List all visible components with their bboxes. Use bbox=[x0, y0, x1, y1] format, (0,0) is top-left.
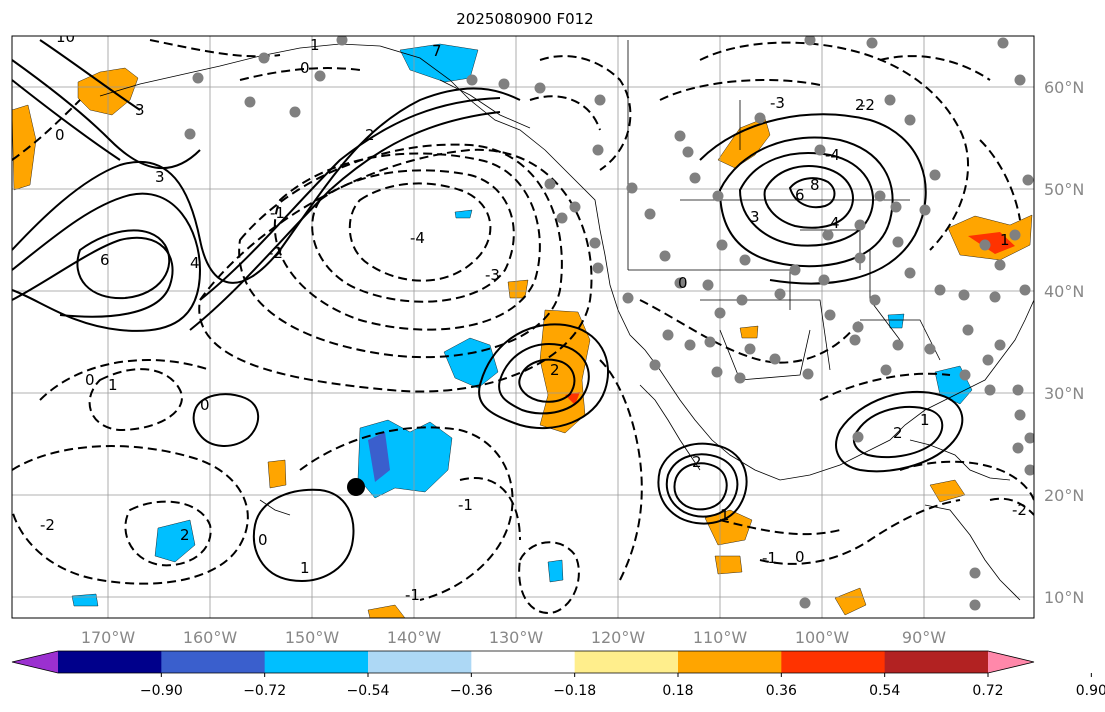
contour-label: -2 bbox=[40, 516, 55, 534]
solid-contours bbox=[12, 39, 964, 582]
contour-label: -3 bbox=[485, 266, 500, 284]
station-markers bbox=[184, 36, 1034, 611]
contour-label: -4 bbox=[410, 229, 425, 247]
colorbar-segment bbox=[884, 651, 989, 673]
lat-label: 50°N bbox=[1044, 180, 1084, 199]
contour-label: 6 bbox=[100, 251, 110, 269]
lon-label: 170°W bbox=[81, 628, 136, 647]
contour-label: -2 bbox=[1012, 501, 1027, 519]
contour-label: -1 bbox=[458, 496, 473, 514]
lon-label: 160°W bbox=[183, 628, 238, 647]
contour-label: 3 bbox=[135, 101, 145, 119]
contour-label: 0 bbox=[200, 396, 210, 414]
colorbar-extend-low bbox=[12, 651, 58, 673]
contour-label: 1 bbox=[108, 376, 118, 394]
colorbar-extend-high bbox=[988, 651, 1034, 673]
contour-label: 4 bbox=[830, 214, 840, 232]
colorbar-tick-label: 0.90 bbox=[1076, 683, 1105, 699]
contour-label: -4 bbox=[825, 146, 840, 164]
contour-label: 2 bbox=[855, 96, 865, 114]
contour-label: 1 bbox=[1000, 231, 1010, 249]
colorbar-tick-label: −0.90 bbox=[140, 683, 183, 699]
contour-label: 2 bbox=[893, 424, 903, 442]
contour-label: 0 bbox=[85, 371, 95, 389]
colorbar-segment bbox=[678, 651, 782, 673]
contour-label: 8 bbox=[810, 176, 820, 194]
map-area: 10 6 6 4 -4 3 3 3 2 2 2 2 2 2 1 1 1 1 1 … bbox=[12, 28, 1034, 618]
contour-label: 2 bbox=[365, 126, 375, 144]
contour-label: 0 bbox=[795, 548, 805, 566]
longitude-axis: 170°W 160°W 150°W 140°W 130°W 120°W 110°… bbox=[81, 628, 946, 647]
contour-label: 0 bbox=[678, 274, 688, 292]
contour-label: 4 bbox=[190, 254, 200, 272]
colorbar-tick-label: −0.36 bbox=[450, 683, 493, 699]
lon-label: 120°W bbox=[591, 628, 646, 647]
colorbar-tick-label: −0.54 bbox=[347, 683, 390, 699]
lon-label: 110°W bbox=[693, 628, 748, 647]
lat-label: 10°N bbox=[1044, 588, 1084, 607]
colorbar-segment bbox=[471, 651, 576, 673]
contour-label: 1 bbox=[310, 36, 320, 54]
lon-label: 90°W bbox=[902, 628, 946, 647]
contour-label: -3 bbox=[770, 94, 785, 112]
lat-label: 60°N bbox=[1044, 78, 1084, 97]
colorbar-tick-label: −0.72 bbox=[243, 683, 286, 699]
lon-label: 100°W bbox=[795, 628, 850, 647]
lon-label: 130°W bbox=[489, 628, 544, 647]
contour-label: 1 bbox=[920, 411, 930, 429]
colorbar-tick-label: 0.54 bbox=[869, 683, 900, 699]
contour-label: -2 bbox=[268, 244, 283, 262]
map-title: 2025080900 F012 bbox=[456, 10, 594, 28]
contour-label: 3 bbox=[750, 208, 760, 226]
contour-label: 10 bbox=[56, 28, 75, 46]
contour-label: 2 bbox=[550, 361, 560, 379]
colorbar-segment bbox=[161, 651, 266, 673]
contour-label: -1 bbox=[405, 586, 420, 604]
lon-label: 150°W bbox=[285, 628, 340, 647]
graticule bbox=[12, 36, 1034, 618]
contour-label: 1 bbox=[720, 506, 730, 524]
lon-label: 140°W bbox=[387, 628, 442, 647]
contour-label: -1 bbox=[270, 204, 285, 222]
latitude-axis: 60°N 50°N 40°N 30°N 20°N 10°N bbox=[1044, 78, 1084, 607]
contour-label: 6 bbox=[795, 186, 805, 204]
contour-label: -2 bbox=[860, 96, 875, 114]
colorbar-tick-label: −0.18 bbox=[553, 683, 596, 699]
lat-label: 20°N bbox=[1044, 486, 1084, 505]
contour-label: 0 bbox=[55, 126, 65, 144]
map-frame bbox=[11, 35, 1035, 619]
contour-label: 1 bbox=[300, 559, 310, 577]
colorbar-segment bbox=[574, 651, 679, 673]
contour-label: 0 bbox=[258, 531, 268, 549]
colorbar-tick-label: 0.72 bbox=[972, 683, 1003, 699]
colorbar-tick-label: 0.36 bbox=[766, 683, 797, 699]
point-marker bbox=[347, 478, 365, 496]
colorbar-segment bbox=[58, 651, 162, 673]
contour-label: 2 bbox=[180, 526, 190, 544]
contour-label: 7 bbox=[432, 42, 442, 60]
lat-label: 30°N bbox=[1044, 384, 1084, 403]
contour-labels: 10 6 6 4 -4 3 3 3 2 2 2 2 2 2 1 1 1 1 1 … bbox=[40, 28, 1027, 604]
colorbar-tick-label: 0.18 bbox=[662, 683, 693, 699]
lat-label: 40°N bbox=[1044, 282, 1084, 301]
colorbar-segment bbox=[264, 651, 369, 673]
colorbar-segment bbox=[368, 651, 472, 673]
colorbar-outline bbox=[11, 650, 1035, 674]
contour-label: 3 bbox=[155, 168, 165, 186]
contour-label: 0 bbox=[300, 59, 310, 77]
colorbar-segment bbox=[781, 651, 886, 673]
contour-label: -1 bbox=[762, 549, 777, 567]
contour-label: 2 bbox=[692, 453, 702, 471]
colorbar: −0.90 −0.72 −0.54 −0.36 −0.18 0.18 0.36 0.54 0.7… bbox=[11, 650, 1105, 699]
